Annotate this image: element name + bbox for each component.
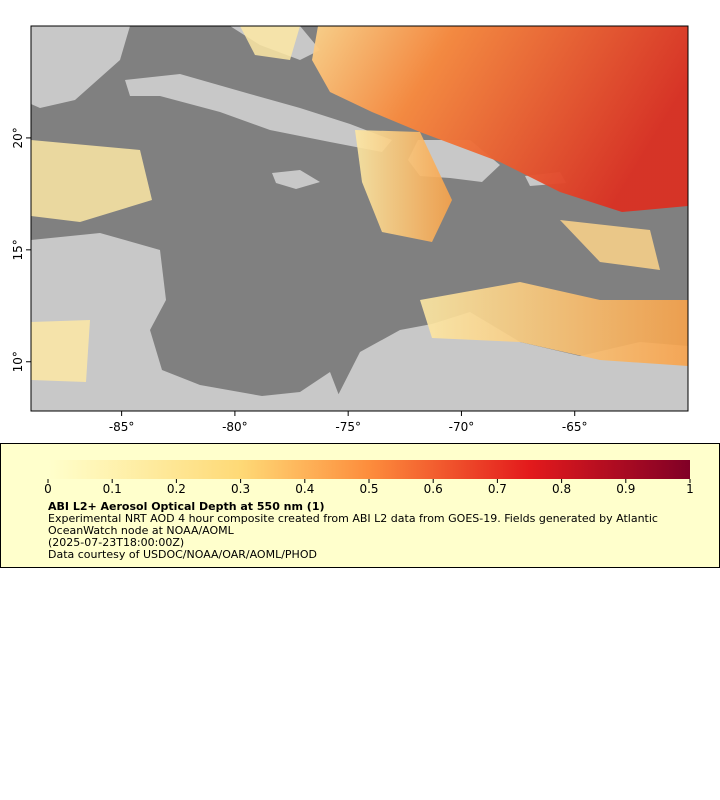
colorbar-tick-label: 0 [44, 482, 52, 494]
colorbar: 0 0.1 0.2 0.3 0.4 0.5 0.6 0.7 0.8 0.9 1 [44, 460, 694, 494]
x-tick-label: -75° [335, 420, 361, 434]
colorbar-tick-label: 0.1 [103, 482, 122, 494]
colorbar-tick-label: 1 [686, 482, 694, 494]
colorbar-tick-label: 0.6 [424, 482, 443, 494]
map-image [31, 26, 688, 411]
colorbar-tick-label: 0.9 [616, 482, 635, 494]
map-frame [30, 25, 689, 412]
colorbar-tick-label: 0.7 [488, 482, 507, 494]
colorbar-tick-label: 0.5 [359, 482, 378, 494]
colorbar-tick-label: 0.4 [295, 482, 314, 494]
x-tick-label: -65° [562, 420, 588, 434]
colorbar-ramp [48, 460, 690, 479]
colorbar-tick-label: 0.2 [167, 482, 186, 494]
map: -85° -80° -75° -70° -65° 20° 15° 10° [11, 25, 689, 434]
x-tick-label: -85° [109, 420, 135, 434]
y-tick-label: 10° [11, 351, 25, 372]
legend-credit: Data courtesy of USDOC/NOAA/OAR/AOML/PHO… [48, 548, 317, 561]
legend-time: (2025-07-23T18:00:00Z) [48, 536, 185, 549]
colorbar-tick-label: 0.8 [552, 482, 571, 494]
y-tick-label: 15° [11, 239, 25, 260]
legend-title: ABI L2+ Aerosol Optical Depth at 550 nm … [48, 500, 325, 513]
colorbar-tick-label: 0.3 [231, 482, 250, 494]
x-tick-label: -70° [449, 420, 475, 434]
y-tick-label: 20° [11, 127, 25, 148]
x-tick-label: -80° [222, 420, 248, 434]
legend-description: Experimental NRT AOD 4 hour composite cr… [48, 512, 658, 537]
legend: 0 0.1 0.2 0.3 0.4 0.5 0.6 0.7 0.8 0.9 1 ABI L2+ Ae… [0, 443, 720, 568]
